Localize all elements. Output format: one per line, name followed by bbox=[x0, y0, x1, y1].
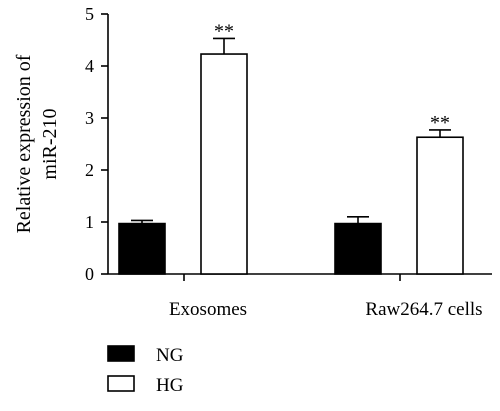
y-axis-title-line: miR-210 bbox=[39, 108, 61, 179]
bars: ** ** bbox=[118, 20, 464, 275]
y-tick-label: 3 bbox=[85, 108, 94, 128]
significance-label: ** bbox=[214, 20, 234, 42]
y-tick-label: 2 bbox=[85, 160, 94, 180]
legend-label-ng: NG bbox=[156, 345, 184, 366]
y-tick-label: 1 bbox=[85, 212, 94, 232]
bar-ng-0 bbox=[118, 222, 166, 275]
x-tick-label: Exosomes bbox=[169, 299, 247, 320]
legend-swatch-hg bbox=[107, 375, 135, 392]
y-tick-label: 4 bbox=[85, 56, 94, 76]
y-axis-title-line: Relative expression of bbox=[13, 54, 35, 233]
x-tick-label: Raw264.7 cells bbox=[365, 299, 482, 320]
y-axis-title: Relative expression of miR-210 bbox=[13, 54, 61, 233]
y-tick-label: 5 bbox=[85, 4, 94, 24]
significance-label: ** bbox=[430, 112, 450, 134]
bar-ng-1 bbox=[334, 222, 382, 275]
axes: 0 1 2 3 4 5 Exosomes Raw264.7 cells bbox=[85, 4, 492, 320]
y-tick-label: 0 bbox=[85, 264, 94, 284]
legend-label-hg: HG bbox=[156, 375, 184, 396]
y-axis-title-text: Relative expression of miR-210 bbox=[13, 54, 61, 233]
bar-hg-1 bbox=[416, 136, 464, 275]
legend-swatch-ng bbox=[107, 345, 135, 362]
legend: NG HG bbox=[107, 345, 184, 396]
bar-hg-0 bbox=[200, 53, 248, 275]
